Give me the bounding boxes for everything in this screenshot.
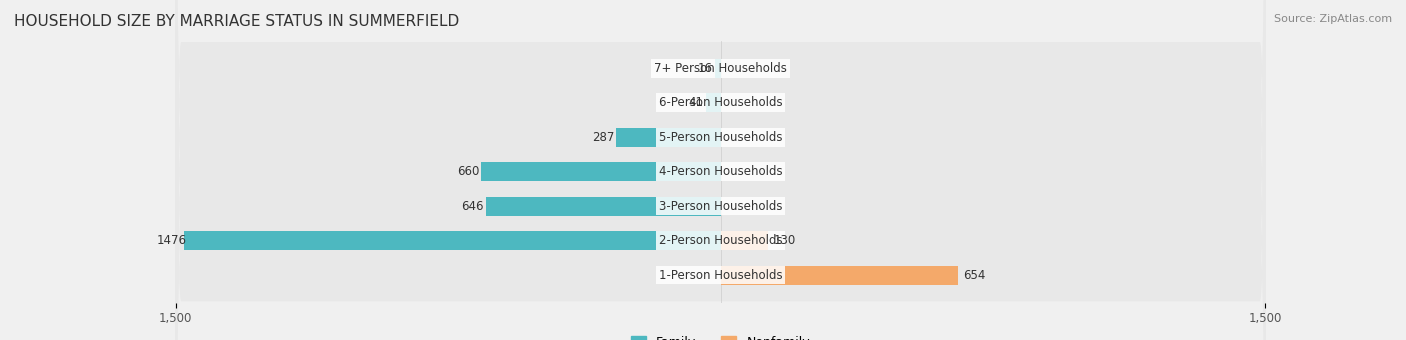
Text: 130: 130 — [773, 234, 796, 247]
Text: 2-Person Households: 2-Person Households — [659, 234, 782, 247]
Text: 4-Person Households: 4-Person Households — [659, 165, 782, 178]
Bar — [706, 94, 721, 112]
Bar — [184, 231, 721, 250]
Text: 6-Person Households: 6-Person Households — [659, 96, 782, 109]
Text: 646: 646 — [461, 200, 484, 212]
Text: 7+ Person Households: 7+ Person Households — [654, 62, 787, 75]
Legend: Family, Nonfamily: Family, Nonfamily — [626, 331, 815, 340]
Text: Source: ZipAtlas.com: Source: ZipAtlas.com — [1274, 14, 1392, 23]
FancyBboxPatch shape — [176, 0, 1265, 340]
Bar — [721, 266, 957, 285]
FancyBboxPatch shape — [176, 0, 1265, 340]
Text: 660: 660 — [457, 165, 479, 178]
Bar — [486, 197, 721, 216]
Text: 1-Person Households: 1-Person Households — [659, 269, 782, 282]
FancyBboxPatch shape — [176, 0, 1265, 340]
Text: 287: 287 — [592, 131, 614, 144]
Text: 5-Person Households: 5-Person Households — [659, 131, 782, 144]
Text: 1476: 1476 — [156, 234, 186, 247]
Bar — [616, 128, 721, 147]
FancyBboxPatch shape — [176, 0, 1265, 340]
Bar — [721, 231, 768, 250]
FancyBboxPatch shape — [176, 0, 1265, 340]
Text: 3-Person Households: 3-Person Households — [659, 200, 782, 212]
FancyBboxPatch shape — [176, 0, 1265, 340]
Bar — [481, 162, 721, 181]
Text: 16: 16 — [697, 62, 713, 75]
FancyBboxPatch shape — [176, 0, 1265, 340]
Text: HOUSEHOLD SIZE BY MARRIAGE STATUS IN SUMMERFIELD: HOUSEHOLD SIZE BY MARRIAGE STATUS IN SUM… — [14, 14, 460, 29]
Text: 41: 41 — [689, 96, 704, 109]
Text: 654: 654 — [963, 269, 986, 282]
Bar — [714, 59, 721, 78]
